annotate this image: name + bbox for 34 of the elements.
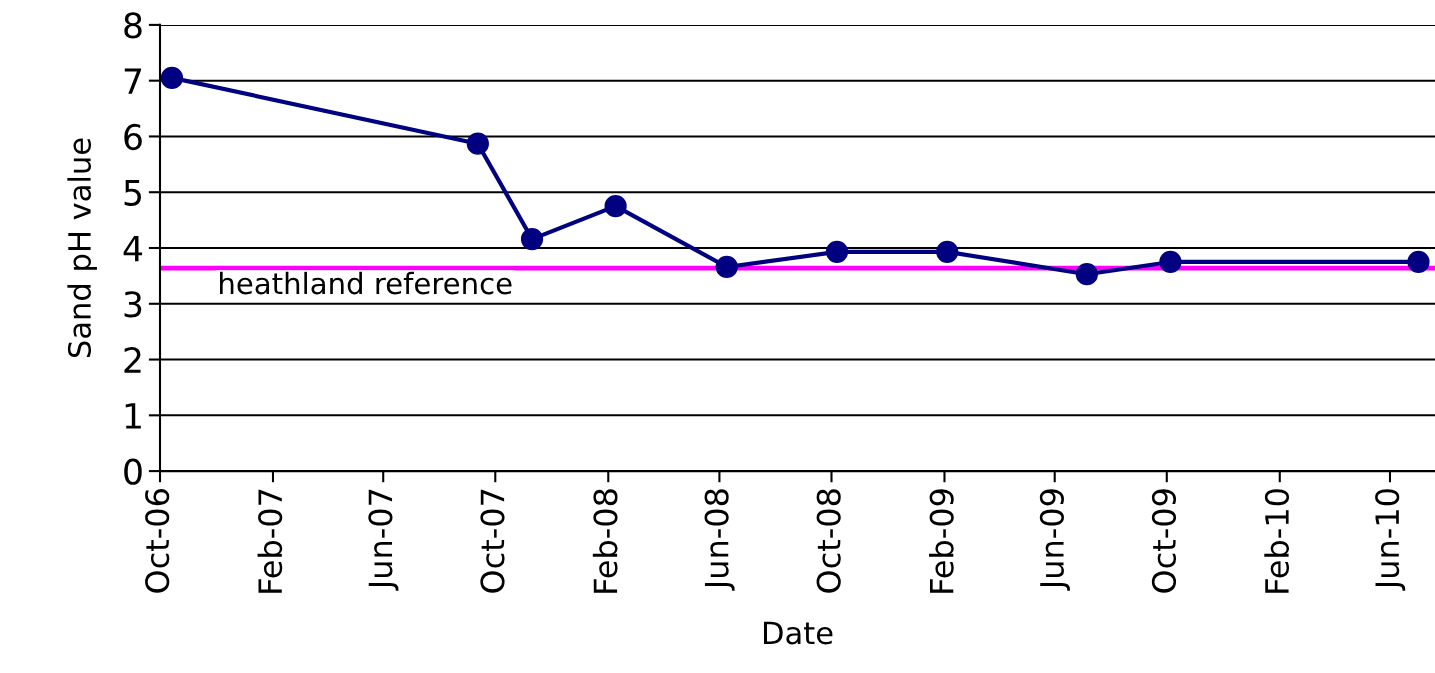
point: [715, 255, 738, 279]
y-tick-label: 5: [124, 180, 141, 206]
x-tick-label: Feb-07: [257, 489, 283, 593]
y-tick-label: 7: [124, 68, 142, 94]
point: [160, 66, 184, 89]
x-tick-label: Jun-09: [1039, 489, 1070, 591]
x-tick-label: Jun-10: [1375, 489, 1406, 591]
x-tick-label: Jun-08: [704, 489, 735, 591]
point: [1407, 250, 1430, 274]
x-tick-label: Feb-09: [929, 489, 954, 593]
y-tick-label: 2: [124, 346, 141, 373]
ref-line-label: heathland reference: [220, 271, 512, 295]
point: [466, 132, 489, 155]
x-tick-label: Oct-08: [816, 489, 841, 593]
point: [520, 227, 544, 251]
y-tick-label: 0: [124, 458, 142, 485]
point: [604, 195, 627, 218]
point: [1075, 263, 1098, 286]
point: [936, 240, 959, 264]
y-tick-label: 6: [124, 123, 142, 151]
x-tick-label: Jun-07: [368, 489, 399, 591]
y-tick-label: 4: [123, 235, 143, 262]
y-axis-title: Sand pH value: [67, 138, 97, 358]
x-tick-label: Feb-10: [1264, 489, 1290, 593]
y-tick-label: 1: [125, 403, 141, 429]
point: [1159, 250, 1182, 274]
x-tick-label: Oct-06: [145, 489, 170, 593]
y-tick-label: 3: [124, 291, 142, 318]
x-axis-title: Date: [763, 621, 833, 645]
y-tick-label: 8: [124, 12, 142, 39]
x-tick-label: Feb-08: [592, 489, 618, 593]
point: [825, 240, 849, 264]
x-tick-label: Oct-07: [480, 489, 505, 593]
x-tick-label: Oct-09: [1151, 489, 1177, 593]
